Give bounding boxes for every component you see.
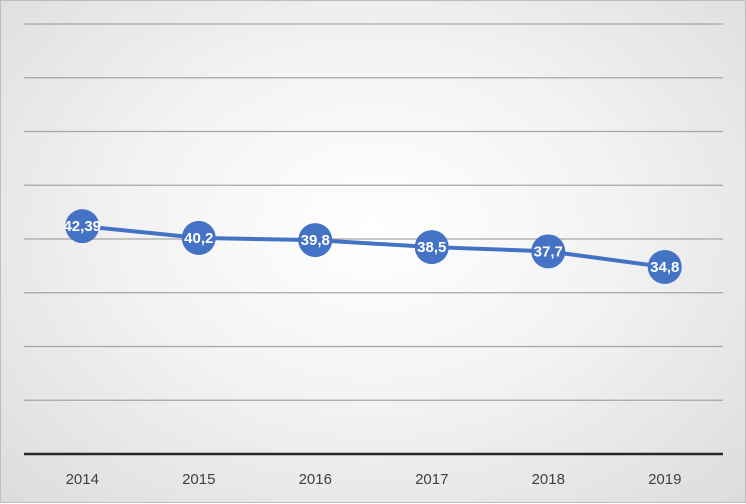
data-label: 34,8 [650, 259, 679, 276]
gridlines [24, 23, 723, 401]
data-point-marker [531, 234, 566, 269]
x-tick-label: 2017 [415, 471, 448, 488]
data-label: 37,7 [534, 243, 563, 260]
x-tick-label: 2016 [299, 471, 332, 488]
x-tick-label: 2019 [648, 471, 681, 488]
series-line [80, 224, 667, 269]
data-label: 40,2 [184, 230, 213, 247]
data-label: 38,5 [417, 239, 446, 256]
x-tick-label: 2018 [532, 471, 565, 488]
data-point-marker [65, 209, 100, 244]
x-tick-label: 2014 [66, 471, 99, 488]
x-tick-labels: 2014 2015 2016 2017 2018 2019 [66, 471, 682, 488]
data-point-marker [414, 230, 449, 265]
data-point-marker [181, 220, 216, 255]
data-label: 39,8 [301, 232, 330, 249]
data-point-marker [298, 223, 333, 258]
data-label: 42,39 [63, 218, 101, 235]
x-tick-label: 2015 [182, 471, 215, 488]
series-group: 42,39 40,2 39,8 38,5 37,7 34,8 [63, 209, 682, 284]
data-point-marker [647, 249, 682, 284]
